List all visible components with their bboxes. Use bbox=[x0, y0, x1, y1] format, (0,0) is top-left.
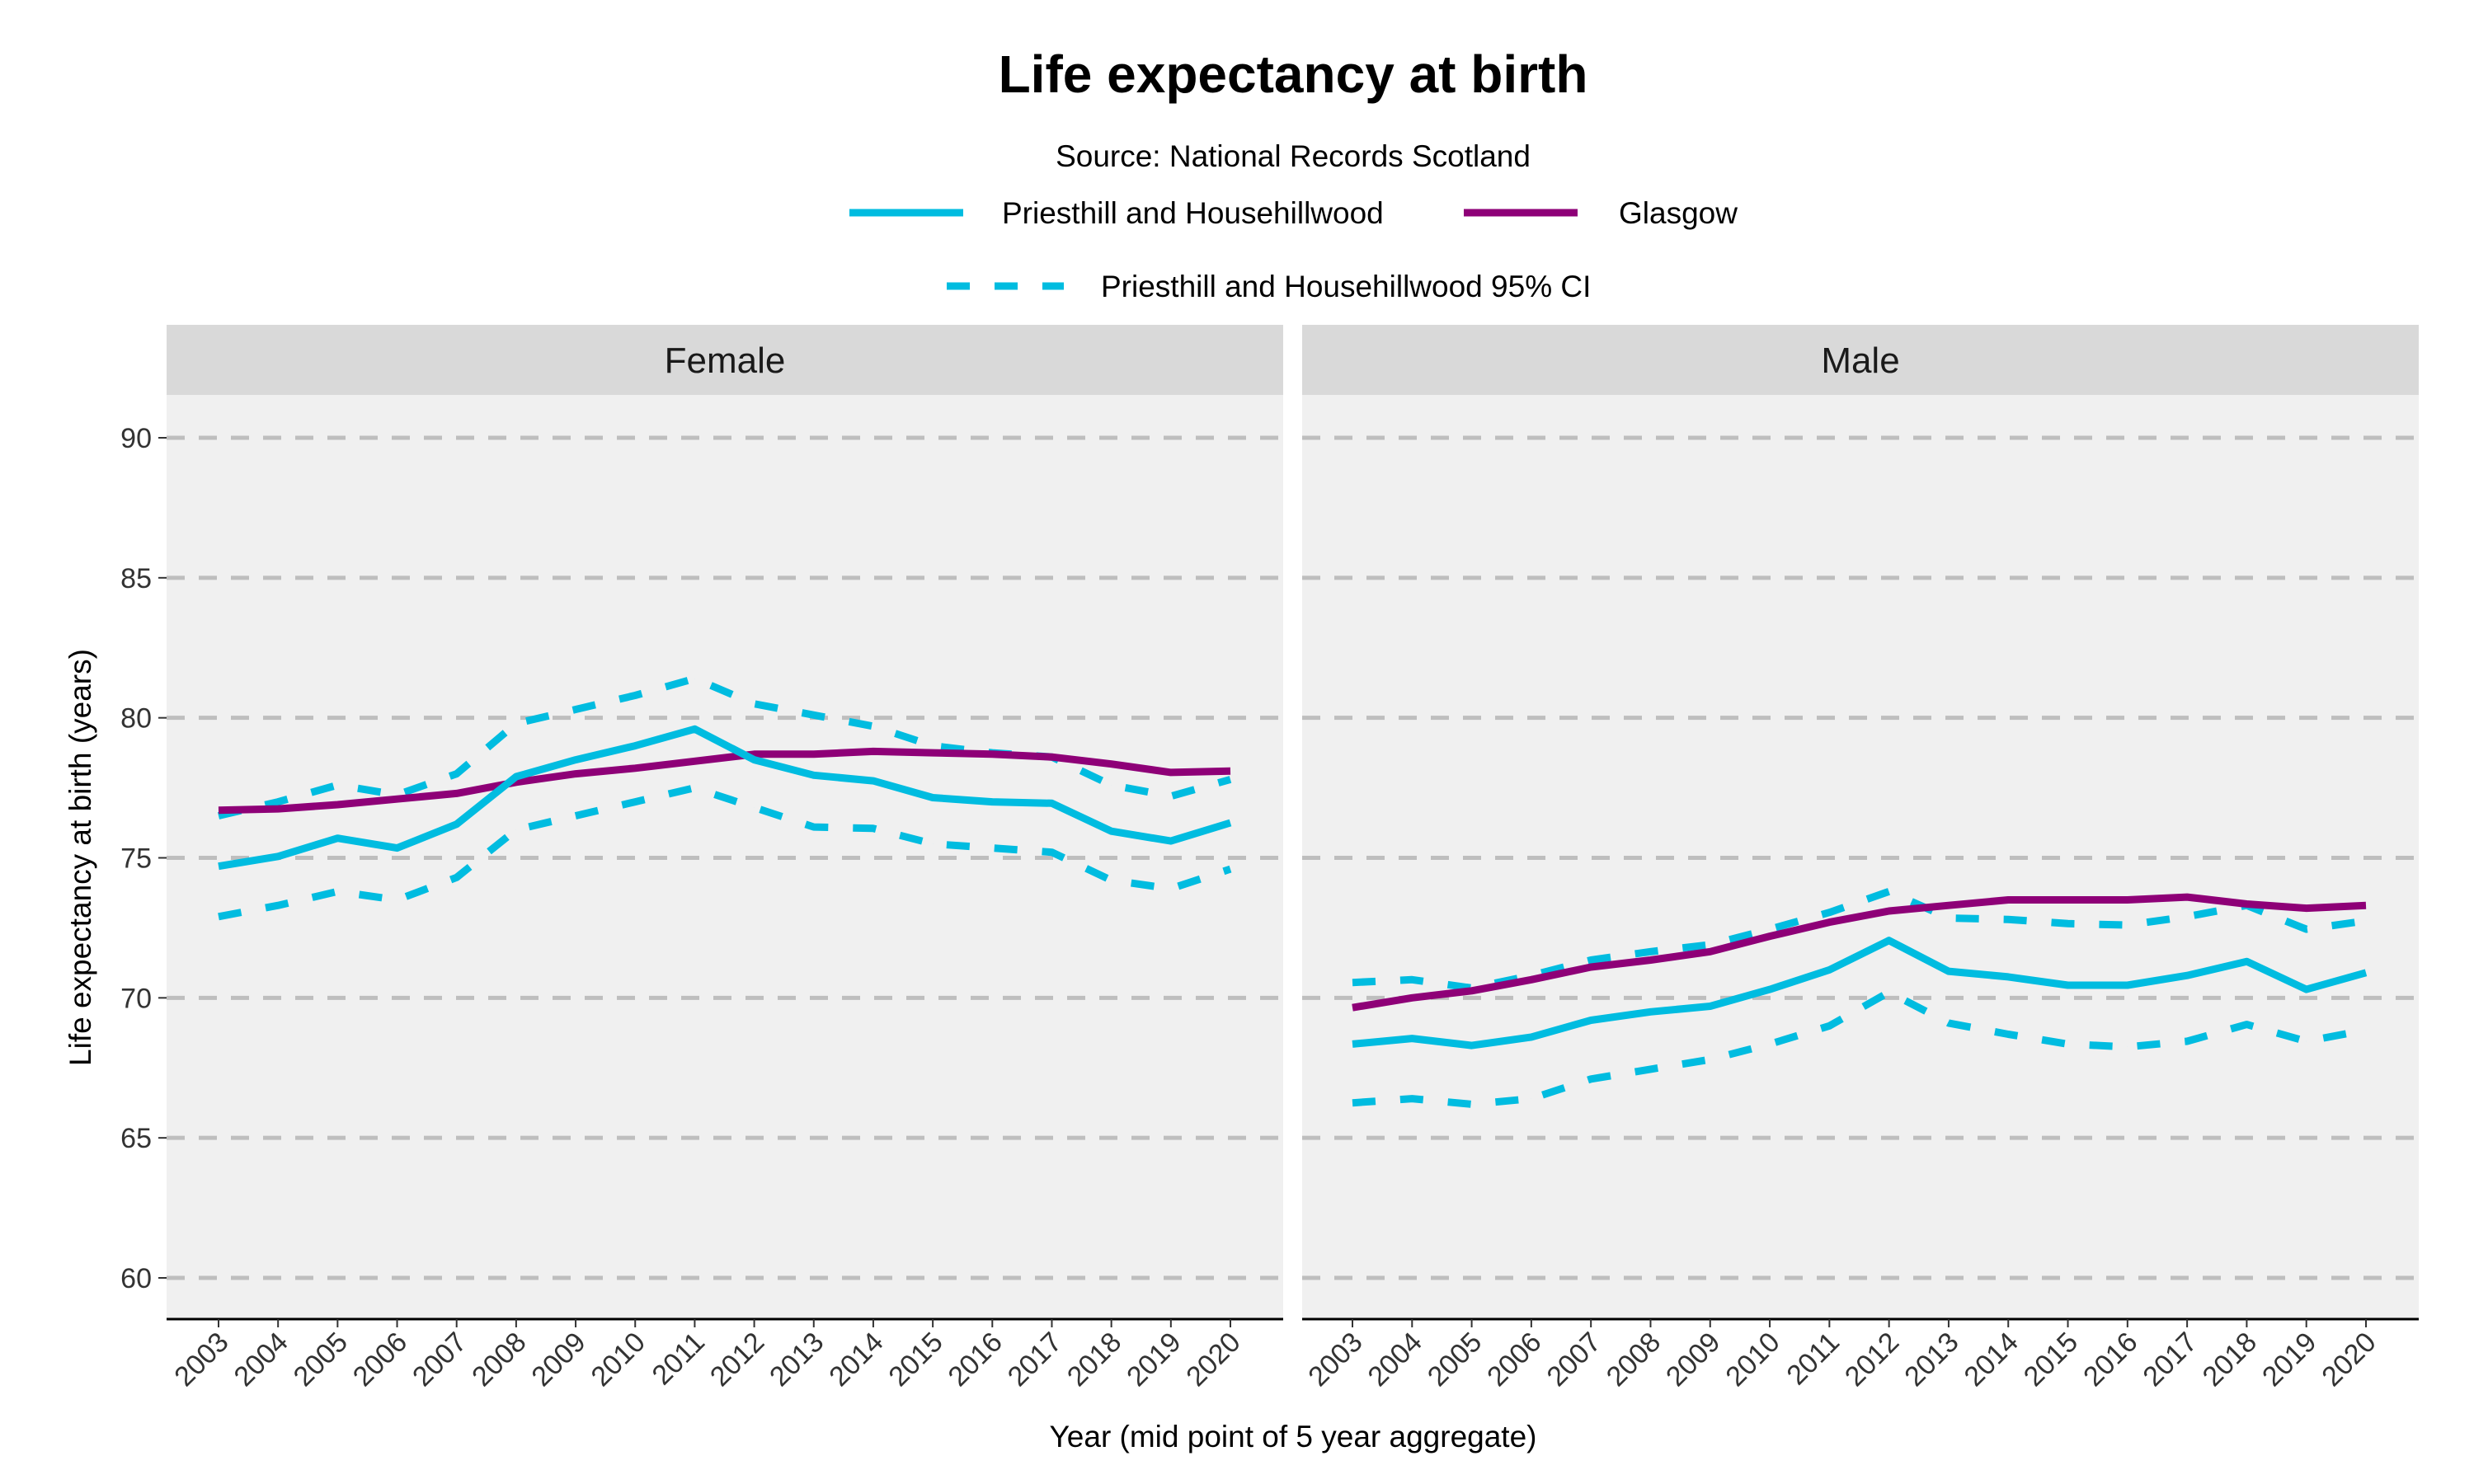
x-tick-label: 2017 bbox=[1002, 1327, 1068, 1392]
x-tick-label: 2016 bbox=[943, 1327, 1009, 1392]
y-tick-label: 90 bbox=[120, 423, 152, 454]
x-tick-label: 2011 bbox=[646, 1327, 711, 1392]
chart-subtitle: Source: National Records Scotland bbox=[1056, 139, 1531, 173]
y-tick-label: 85 bbox=[120, 563, 152, 594]
x-tick-label: 2017 bbox=[2137, 1327, 2203, 1392]
series-priesthill-female bbox=[218, 725, 1232, 871]
x-axis-title: Year (mid point of 5 year aggregate) bbox=[1050, 1420, 1537, 1453]
x-tick-label: 2009 bbox=[1660, 1327, 1726, 1392]
x-tick-label: 2007 bbox=[1540, 1327, 1606, 1392]
x-tick-label: 2020 bbox=[2316, 1327, 2382, 1392]
y-tick-label: 60 bbox=[120, 1263, 152, 1294]
series-ci-lower-male bbox=[1352, 989, 2367, 1108]
panel-strip-label: Female bbox=[665, 340, 786, 381]
x-tick-label: 2020 bbox=[1180, 1327, 1246, 1392]
panel-female: Female 60 65 70 75 80 85 90 20032004200520062007… bbox=[120, 325, 1283, 1392]
x-tick-label: 2015 bbox=[2018, 1327, 2084, 1392]
x-tick-label: 2007 bbox=[407, 1327, 473, 1392]
x-tick-label: 2004 bbox=[228, 1327, 294, 1392]
x-tick-label: 2012 bbox=[704, 1327, 770, 1392]
x-tick-label: 2005 bbox=[288, 1327, 354, 1392]
panel-strip bbox=[167, 325, 1283, 395]
series-glasgow-male bbox=[1352, 893, 2367, 1012]
x-tick-label: 2019 bbox=[2256, 1327, 2322, 1392]
panel-strip-label: Male bbox=[1821, 340, 1899, 381]
x-tick-label: 2018 bbox=[2197, 1327, 2263, 1392]
x-tick-label: 2008 bbox=[1601, 1327, 1667, 1392]
legend-label-ci: Priesthill and Househillwood 95% CI bbox=[1101, 270, 1591, 303]
x-tick-label: 2013 bbox=[1898, 1327, 1964, 1392]
x-tick-label: 2014 bbox=[823, 1327, 889, 1392]
x-tick-label: 2014 bbox=[1959, 1327, 2025, 1392]
y-tick-label: 65 bbox=[120, 1123, 152, 1154]
x-tick-label: 2018 bbox=[1061, 1327, 1127, 1392]
y-tick-label: 70 bbox=[120, 983, 152, 1014]
x-tick-label: 2012 bbox=[1839, 1327, 1905, 1392]
panels: Female6065707580859020032004200520062007… bbox=[120, 325, 2419, 1392]
y-tick-label: 80 bbox=[120, 703, 152, 735]
x-tick-label: 2011 bbox=[1780, 1327, 1846, 1392]
x-tick-label: 2013 bbox=[764, 1327, 830, 1392]
x-tick-label: 2010 bbox=[586, 1327, 651, 1392]
legend-label-glasgow: Glasgow bbox=[1619, 196, 1738, 230]
x-tick-label: 2004 bbox=[1362, 1327, 1428, 1392]
panel-strip bbox=[1302, 325, 2419, 395]
x-tick-label: 2006 bbox=[347, 1327, 413, 1392]
panel-male: Male 200320042005200620072008200920102011… bbox=[1302, 325, 2419, 1392]
x-tick-label: 2006 bbox=[1481, 1327, 1547, 1392]
legend-label-priesthill: Priesthill and Househillwood bbox=[1002, 196, 1384, 230]
x-tick-label: 2009 bbox=[525, 1327, 591, 1392]
chart-title: Life expectancy at birth bbox=[999, 45, 1588, 104]
legend: Priesthill and Househillwood Glasgow Pri… bbox=[849, 196, 1738, 303]
x-tick-label: 2019 bbox=[1121, 1327, 1187, 1392]
x-tick-label: 2016 bbox=[2077, 1327, 2143, 1392]
series-priesthill-male bbox=[1352, 937, 2368, 1050]
series-glasgow-female bbox=[218, 747, 1231, 815]
x-tick-label: 2010 bbox=[1719, 1327, 1785, 1392]
x-tick-label: 2008 bbox=[466, 1327, 532, 1392]
x-tick-label: 2015 bbox=[882, 1327, 948, 1392]
y-tick-label: 75 bbox=[120, 843, 152, 875]
x-tick-label: 2003 bbox=[168, 1327, 234, 1392]
x-tick-label: 2005 bbox=[1422, 1327, 1488, 1392]
series-ci-lower-female bbox=[218, 784, 1232, 921]
x-tick-label: 2003 bbox=[1302, 1327, 1368, 1392]
y-axis-title: Life expectancy at birth (years) bbox=[63, 649, 97, 1066]
series-ci-upper-male bbox=[1352, 887, 2367, 992]
series-ci-upper-female bbox=[217, 674, 1232, 819]
